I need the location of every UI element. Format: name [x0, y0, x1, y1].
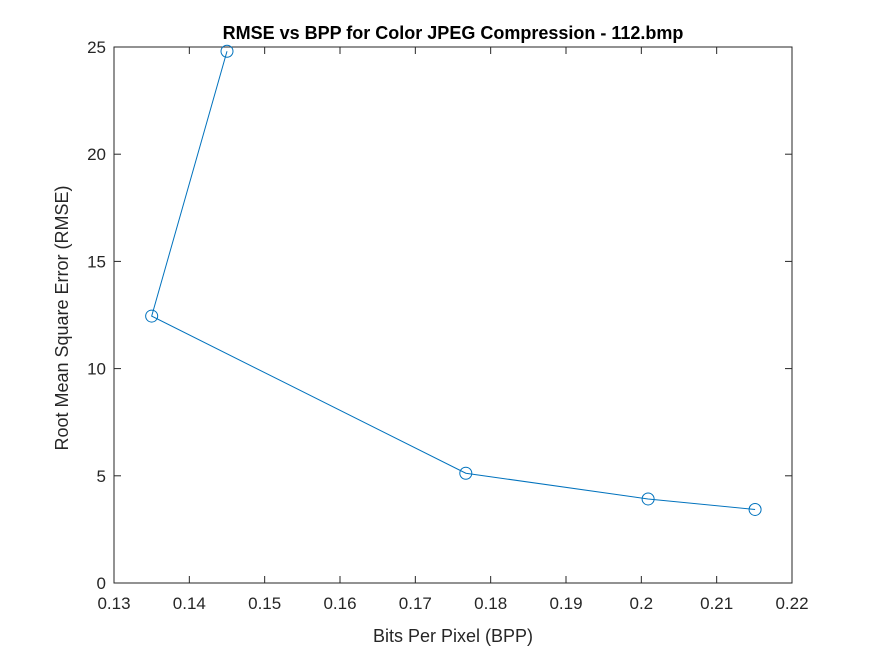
- x-tick-label: 0.18: [474, 594, 507, 613]
- x-tick-label: 0.16: [323, 594, 356, 613]
- y-tick-label: 20: [87, 145, 106, 164]
- y-tick-label: 15: [87, 252, 106, 271]
- x-tick-label: 0.15: [248, 594, 281, 613]
- y-axis-ticks: 0 5 10 15 20 25: [87, 38, 792, 593]
- data-point-marker: [748, 502, 762, 516]
- x-tick-label: 0.21: [700, 594, 733, 613]
- x-tick-label: 0.22: [775, 594, 808, 613]
- data-point-marker: [145, 309, 159, 323]
- y-tick-label: 10: [87, 360, 106, 379]
- y-axis-label: Root Mean Square Error (RMSE): [52, 185, 72, 450]
- x-tick-label: 0.14: [173, 594, 206, 613]
- data-point-marker: [459, 466, 473, 480]
- x-axis-ticks: 0.13 0.14 0.15 0.16 0.17 0.18 0.19 0.2 0.21 0.22: [97, 47, 809, 613]
- x-axis-label: Bits Per Pixel (BPP): [373, 626, 533, 646]
- x-tick-label: 0.2: [630, 594, 654, 613]
- y-tick-label: 25: [87, 38, 106, 57]
- plot-area-frame: [113, 46, 793, 584]
- data-point-marker: [220, 44, 234, 58]
- x-tick-label: 0.13: [97, 594, 130, 613]
- series-line: [151, 51, 756, 510]
- data-point-marker: [641, 492, 655, 506]
- y-tick-label: 0: [97, 574, 106, 593]
- y-tick-label: 5: [97, 467, 106, 486]
- chart-title: RMSE vs BPP for Color JPEG Compression -…: [223, 23, 684, 43]
- x-tick-label: 0.19: [549, 594, 582, 613]
- x-tick-label: 0.17: [399, 594, 432, 613]
- series-layer: [145, 44, 762, 516]
